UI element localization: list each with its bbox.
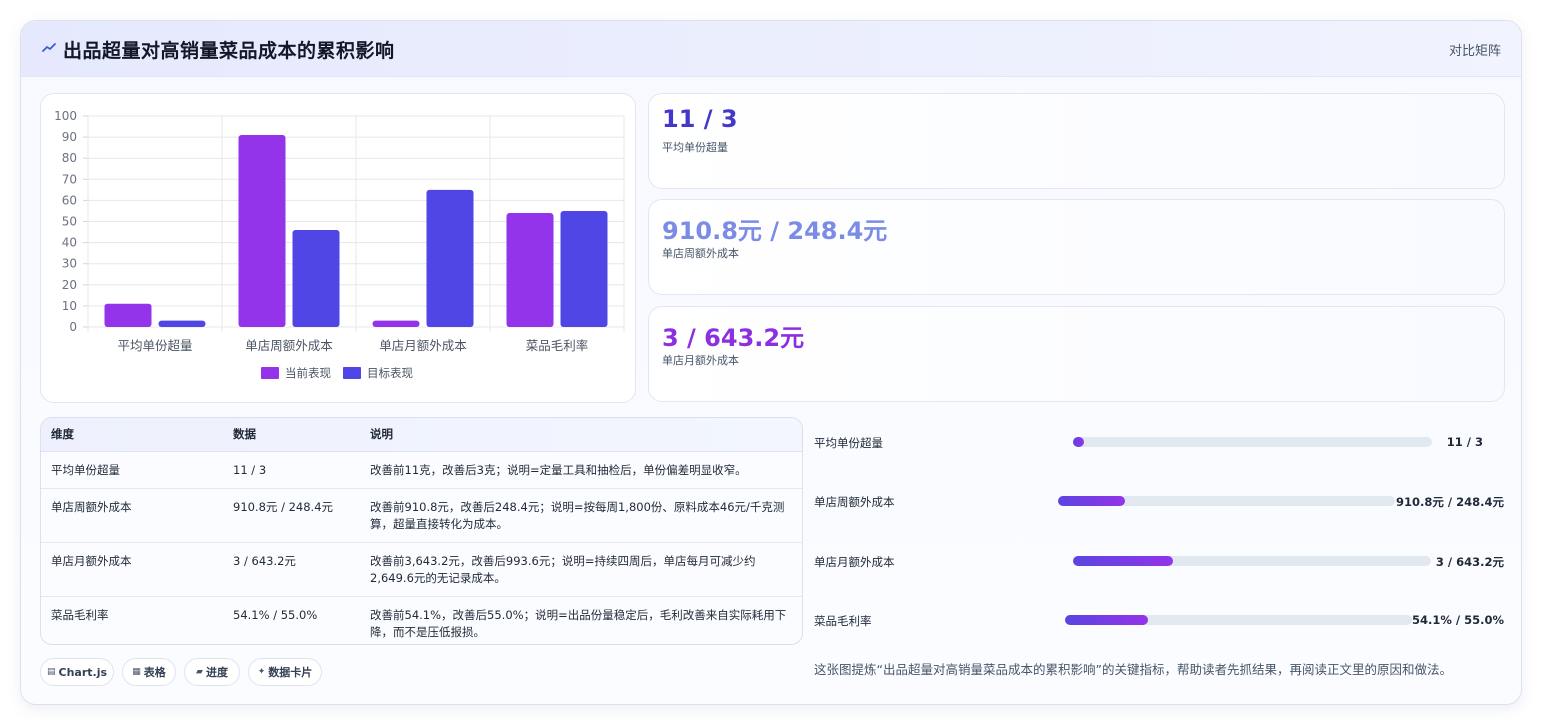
bar-target <box>158 320 206 327</box>
bar-current <box>506 213 554 327</box>
progress-label: 单店月额外成本 <box>814 555 895 569</box>
y-tick-label: 70 <box>62 172 77 186</box>
y-tick-label: 80 <box>62 151 77 165</box>
bar-current <box>372 320 420 327</box>
table-row: 单店月额外成本 3 / 643.2元 改善前3,643.2元，改善后993.6元… <box>41 542 802 597</box>
legend-swatch <box>343 367 361 379</box>
bar-current <box>104 303 152 327</box>
y-tick-label: 10 <box>62 299 77 313</box>
stat-label: 单店月额外成本 <box>662 354 739 367</box>
chip-chartjs[interactable]: ▤ Chart.js <box>40 658 114 686</box>
column-header: 数据 <box>223 418 360 452</box>
table-cell: 改善前11克，改善后3克；说明=定量工具和抽检后，单份偏差明显收窄。 <box>360 451 802 489</box>
table-cell: 3 / 643.2元 <box>223 542 360 597</box>
chart-icon: ▤ <box>46 667 56 677</box>
table-cell: 平均单份超量 <box>41 451 223 489</box>
chip-table[interactable]: ▦ 表格 <box>122 658 176 686</box>
stat-label: 平均单份超量 <box>662 141 728 154</box>
bar-chart-panel: 0 10 20 30 40 50 60 70 80 90 100 平均单份超量 单店周额外成本 单店月额外… <box>40 93 636 403</box>
x-tick-label: 平均单份超量 <box>117 338 192 353</box>
legend-label: 目标表现 <box>367 366 413 380</box>
progress-fill <box>1065 615 1149 625</box>
progress-value: 11 / 3 <box>1446 435 1483 449</box>
trend-icon <box>42 43 56 52</box>
progress-row: 单店月额外成本 3 / 643.2元 <box>814 551 1504 571</box>
progress-row: 单店周额外成本 910.8元 / 248.4元 <box>814 491 1504 511</box>
bar-current <box>238 134 286 327</box>
y-tick-label: 50 <box>62 215 77 229</box>
page-title: 出品超量对高销量菜品成本的累积影响 <box>63 40 395 62</box>
table-row: 单店周额外成本 910.8元 / 248.4元 改善前910.8元，改善后248… <box>41 488 802 543</box>
progress-track <box>1065 615 1412 625</box>
table-cell: 11 / 3 <box>223 451 360 489</box>
progress-label: 平均单份超量 <box>814 436 883 450</box>
y-tick-label: 0 <box>69 320 77 334</box>
bar-chart: 0 10 20 30 40 50 60 70 80 90 100 平均单份超量 单店周额外成本 单店月额外… <box>54 109 625 380</box>
x-tick-label: 单店周额外成本 <box>245 338 333 353</box>
progress-label: 单店周额外成本 <box>814 495 895 509</box>
table-cell: 910.8元 / 248.4元 <box>223 488 360 543</box>
bar-target <box>292 229 340 327</box>
progress-value: 54.1% / 55.0% <box>1412 613 1504 627</box>
stat-card-portion: 11 / 3 平均单份超量 <box>648 93 1505 189</box>
y-tick-label: 100 <box>54 109 77 123</box>
table-row: 菜品毛利率 54.1% / 55.0% 改善前54.1%，改善后55.0%；说明… <box>41 596 802 644</box>
table-cell: 单店周额外成本 <box>41 488 223 543</box>
y-tick-label: 60 <box>62 193 77 207</box>
progress-track <box>1073 556 1431 566</box>
stat-card-monthly: 3 / 643.2元 单店月额外成本 <box>648 306 1505 402</box>
table-icon: ▦ <box>132 667 141 677</box>
y-tick-label: 90 <box>62 130 77 144</box>
table-cell: 54.1% / 55.0% <box>233 607 318 622</box>
y-tick-label: 30 <box>62 257 77 271</box>
progress-value: 910.8元 / 248.4元 <box>1396 495 1504 509</box>
progress-fill <box>1073 556 1174 566</box>
table-row: 平均单份超量 11 / 3 改善前11克，改善后3克；说明=定量工具和抽检后，单… <box>41 451 802 489</box>
chip-data-card[interactable]: ✦ 数据卡片 <box>248 658 322 686</box>
chip-label: 数据卡片 <box>268 666 313 679</box>
progress-row: 平均单份超量 11 / 3 <box>814 432 1504 452</box>
card-header: 出品超量对高销量菜品成本的累积影响 对比矩阵 <box>21 21 1521 77</box>
progress-value: 3 / 643.2元 <box>1435 555 1504 569</box>
stat-value: 11 / 3 <box>662 105 738 133</box>
progress-row: 菜品毛利率 54.1% / 55.0% <box>814 610 1504 630</box>
progress-fill <box>1073 437 1084 447</box>
legend-label: 当前表现 <box>285 366 331 380</box>
y-tick-label: 20 <box>62 278 77 292</box>
chip-progress[interactable]: ▰ 进度 <box>184 658 240 686</box>
bar-target <box>426 189 474 327</box>
matrix-label: 对比矩阵 <box>1448 44 1501 59</box>
data-table-panel: 维度 数据 说明 平均单份超量 11 / 3 改善前11克，改善后3克；说明=定… <box>40 417 803 645</box>
column-header: 说明 <box>360 418 802 452</box>
chip-label: 表格 <box>143 666 166 679</box>
dashboard-card: 出品超量对高销量菜品成本的累积影响 对比矩阵 0 10 20 30 40 50 60 70 80… <box>20 20 1522 705</box>
stat-label: 单店周额外成本 <box>662 247 739 260</box>
data-table: 维度 数据 说明 平均单份超量 11 / 3 改善前11克，改善后3克；说明=定… <box>41 418 802 644</box>
stat-value: 910.8元 / 248.4元 <box>662 217 888 245</box>
column-header: 维度 <box>41 418 223 452</box>
chart-caption: 这张图提炼“出品超量对高销量菜品成本的累积影响”的关键指标，帮助读者先抓结果，再… <box>814 662 1452 677</box>
progress-icon: ▰ <box>196 667 203 677</box>
chip-label: 进度 <box>205 666 228 679</box>
stat-card-weekly: 910.8元 / 248.4元 单店周额外成本 <box>648 199 1505 295</box>
table-header-row: 维度 数据 说明 <box>41 418 802 452</box>
x-tick-label: 单店月额外成本 <box>379 338 467 353</box>
chip-label: Chart.js <box>58 665 108 679</box>
x-tick-label: 菜品毛利率 <box>526 338 589 353</box>
table-cell: 菜品毛利率 <box>51 607 109 622</box>
stat-value: 3 / 643.2元 <box>662 324 805 352</box>
sparkle-icon: ✦ <box>257 667 266 677</box>
legend-swatch <box>261 367 279 379</box>
progress-track <box>1058 496 1395 506</box>
progress-fill <box>1058 496 1126 506</box>
table-cell: 改善前910.8元，改善后248.4元；说明=按每周1,800份、原料成本46元… <box>360 488 802 543</box>
table-cell: 改善前3,643.2元，改善后993.6元；说明=持续四周后，单店每月可减少约2… <box>360 542 802 597</box>
table-cell: 单店月额外成本 <box>41 542 223 597</box>
table-cell: 改善前54.1%，改善后55.0%；说明=出品份量稳定后，毛利改善来自实际耗用下… <box>370 607 787 639</box>
progress-label: 菜品毛利率 <box>814 614 872 628</box>
progress-track <box>1073 437 1432 447</box>
y-tick-label: 40 <box>62 236 77 250</box>
bar-target <box>560 210 608 327</box>
